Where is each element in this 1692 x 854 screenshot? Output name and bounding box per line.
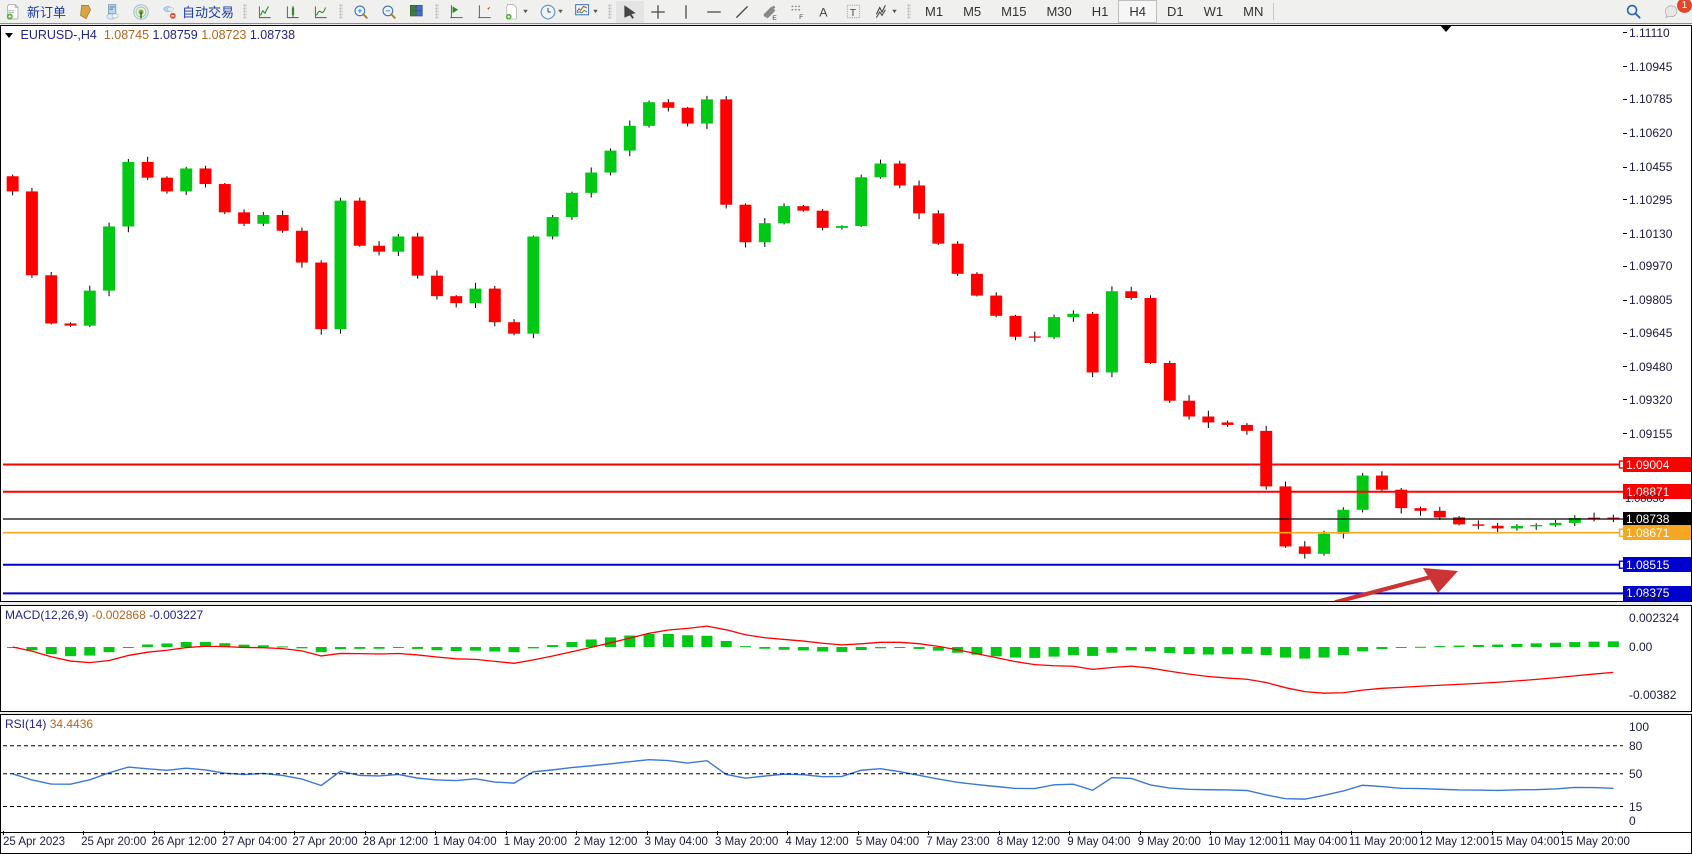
svg-text:E: E <box>772 14 777 20</box>
svg-text:A: A <box>819 5 828 19</box>
svg-text:F: F <box>799 13 803 20</box>
svg-text:T: T <box>850 7 856 18</box>
